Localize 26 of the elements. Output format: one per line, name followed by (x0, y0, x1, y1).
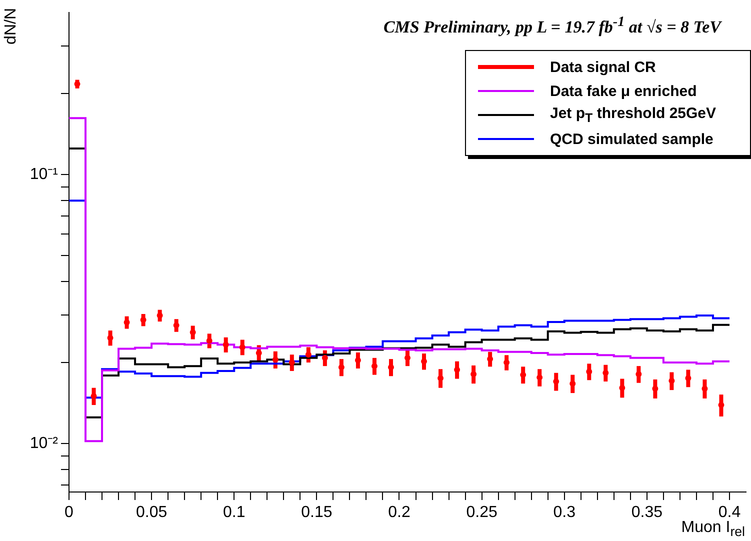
y-axis-title: dN/N (2, 8, 20, 44)
legend-label: Data fake μ enriched (550, 82, 697, 100)
x-tick-label: 0.2 (388, 504, 410, 522)
x-axis-title: Muon I$_{rel}$ (681, 518, 745, 539)
point (288, 360, 295, 366)
legend-label: Data signal CR (550, 58, 656, 76)
point (668, 378, 675, 384)
x-tick-label: 0.1 (222, 504, 246, 522)
x-tick-label: 0.25 (466, 504, 498, 522)
point (305, 352, 312, 358)
x-tick-label: 0.05 (136, 504, 168, 522)
point (90, 393, 97, 400)
x-tick-label: 0.4 (718, 504, 741, 522)
point (239, 344, 246, 350)
x-tick-label: 0.35 (631, 504, 663, 522)
chart-title: CMS Preliminary, pp L = 19.7 fb$^{-1}$ at √s = 8 TeV (383, 14, 721, 38)
y-tick-label: 10⁻² (30, 434, 59, 452)
legend-label: QCD simulated sample (550, 130, 714, 148)
y-tick-label: 10⁻¹ (30, 166, 58, 183)
x-tick-label: 0.15 (301, 504, 332, 522)
x-tick-label: 0 (64, 504, 74, 522)
point (322, 354, 328, 361)
point (206, 338, 212, 344)
point (272, 356, 278, 363)
legend-label: Jet p$_{T}$ threshold 25GeV (550, 105, 716, 125)
x-tick-label: 0.3 (553, 504, 576, 522)
